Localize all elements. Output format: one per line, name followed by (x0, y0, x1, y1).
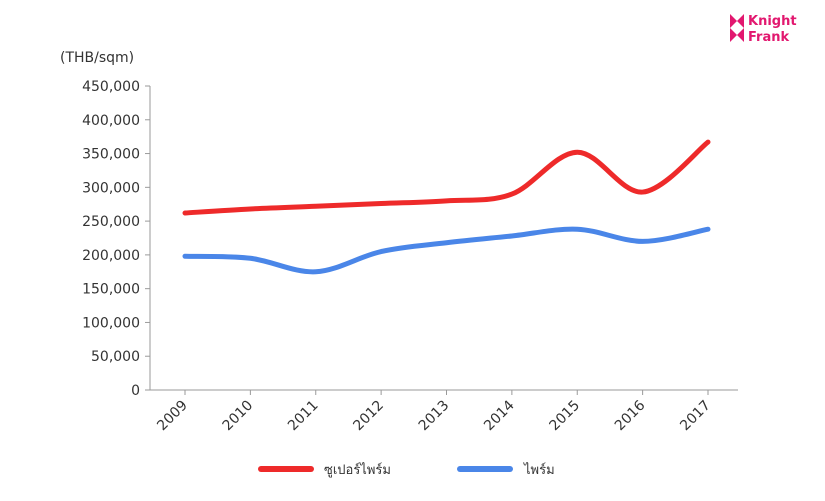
series-line-superprime (182, 139, 711, 216)
legend: ซูเปอร์ไพร์ม ไพร์ม (258, 462, 555, 478)
x-tick-label: 2010 (220, 398, 257, 435)
x-tick-label: 2012 (350, 398, 387, 435)
y-tick-label: 200,000 (82, 248, 140, 264)
x-tick-label: 2017 (677, 398, 714, 435)
x-tick-label: 2009 (154, 398, 191, 435)
x-axis-ticks: 2009 2010 2011 2012 2013 2014 2015 2016 2017 (154, 390, 714, 434)
series-lines (182, 139, 711, 275)
logo-text-frank: Frank (748, 30, 789, 45)
y-tick-label: 150,000 (82, 282, 140, 298)
y-tick-label: 50,000 (91, 349, 140, 365)
series-line-prime (182, 226, 711, 275)
y-tick-label: 350,000 (82, 147, 140, 163)
logo-text-knight: Knight (748, 14, 797, 29)
y-tick-label: 300,000 (82, 180, 140, 196)
y-tick-label: 100,000 (82, 315, 140, 331)
logo-mark-icon (730, 14, 744, 42)
knight-frank-logo: Knight Frank (730, 14, 797, 45)
x-tick-label: 2015 (547, 398, 584, 435)
y-tick-label: 450,000 (82, 79, 140, 95)
y-tick-label: 0 (131, 383, 140, 399)
y-axis-ticks: 0 50,000 100,000 150,000 200,000 250,000 300,0… (82, 79, 150, 399)
x-tick-label: 2016 (612, 397, 649, 434)
x-tick-label: 2013 (416, 398, 453, 435)
legend-label-prime: ไพร์ม (523, 462, 555, 478)
y-axis-unit-label: (THB/sqm) (60, 50, 134, 66)
y-tick-label: 250,000 (82, 214, 140, 230)
legend-label-superprime: ซูเปอร์ไพร์ม (324, 462, 391, 478)
y-tick-label: 400,000 (82, 113, 140, 129)
x-tick-label: 2011 (285, 398, 322, 435)
x-tick-label: 2014 (481, 397, 518, 434)
